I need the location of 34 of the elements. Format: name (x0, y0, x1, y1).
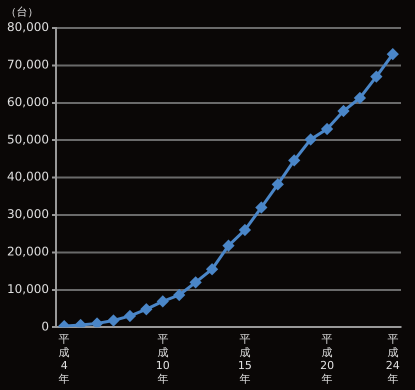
y-tick-label: 0 (41, 319, 49, 334)
y-tick-label: 80,000 (6, 20, 49, 34)
point (256, 202, 267, 214)
point (272, 178, 284, 190)
x-tick-label: 平成15年 (238, 332, 252, 386)
point (206, 264, 218, 275)
point (108, 314, 119, 326)
point (387, 48, 398, 60)
y-tick-label: 20,000 (6, 244, 49, 259)
x-tick-label: 平成20年 (320, 332, 334, 386)
point (239, 224, 250, 236)
point (222, 240, 234, 252)
y-tick-label: 70,000 (6, 58, 49, 72)
x-tick-label: 平成24年 (386, 332, 400, 386)
point (322, 123, 333, 134)
point (354, 92, 366, 104)
point (124, 310, 136, 322)
y-tick-label: 10,000 (6, 282, 49, 296)
point (190, 276, 202, 288)
point (92, 318, 103, 328)
point (140, 304, 152, 315)
y-tick-label: 50,000 (6, 132, 49, 146)
point (370, 71, 382, 82)
point (305, 134, 316, 145)
x-tick-label: 平成10年 (156, 332, 170, 386)
point (338, 106, 349, 117)
point (157, 296, 168, 307)
point (288, 154, 300, 166)
y-axis-title: （台） (6, 5, 38, 18)
point (174, 290, 185, 301)
y-tick-label: 60,000 (6, 94, 49, 109)
x-tick-label: 平成4年 (58, 332, 70, 386)
y-tick-label: 30,000 (6, 207, 49, 222)
y-tick-label: 40,000 (6, 170, 49, 184)
